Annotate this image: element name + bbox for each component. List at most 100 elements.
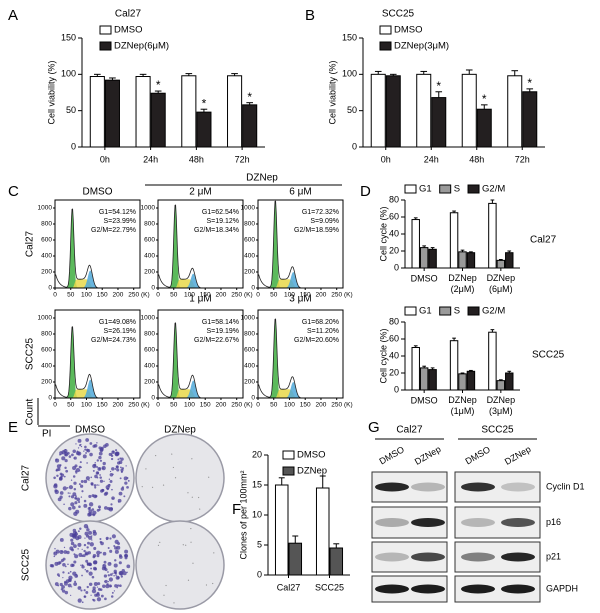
- colony: [117, 498, 122, 503]
- colony: [104, 506, 108, 510]
- colony: [86, 528, 90, 532]
- colony: [75, 495, 77, 498]
- x-tick-label-line: (3μM): [489, 406, 513, 416]
- x-tick-label: 250: [231, 292, 242, 299]
- error-bar: [422, 245, 427, 248]
- blot-band: [461, 584, 495, 594]
- bar: [419, 367, 429, 391]
- error-bar: [413, 217, 418, 220]
- error-bar: [231, 73, 238, 76]
- phase-stat: G1=62.54%: [202, 209, 239, 216]
- colony: [53, 555, 56, 558]
- plot-frame: [54, 199, 141, 289]
- bar: [466, 370, 476, 391]
- error-bar: [200, 108, 208, 113]
- colony: [63, 503, 65, 506]
- y-axis-label: Count: [25, 398, 36, 425]
- colony: [77, 535, 82, 540]
- colony: [102, 551, 107, 556]
- x-tick-label: DZNep (3μM): [487, 395, 516, 416]
- colony: [182, 544, 184, 546]
- y-tick-label: 1000: [38, 315, 53, 322]
- x-tick-label: 100: [81, 402, 92, 409]
- bar: [411, 219, 420, 269]
- bar: [488, 331, 497, 391]
- legend-swatch: [467, 306, 480, 316]
- histogram-area: [258, 389, 343, 398]
- histogram-area: [158, 205, 243, 288]
- bar: [466, 252, 476, 269]
- colony: [83, 595, 86, 598]
- colony: [77, 530, 80, 533]
- colony: [80, 479, 84, 484]
- bar: [458, 373, 467, 391]
- x-tick-label: 50: [67, 402, 75, 409]
- colony: [81, 601, 84, 604]
- colony: [111, 467, 115, 471]
- colony: [67, 583, 72, 588]
- colony: [98, 484, 100, 486]
- colony: [71, 586, 73, 588]
- error-bar: [498, 379, 503, 381]
- bar: [496, 259, 506, 269]
- colony: [119, 457, 122, 460]
- y-tick-label: 800: [41, 221, 52, 228]
- x-tick-label: DZNep (6μM): [487, 273, 516, 294]
- bar: [150, 92, 166, 148]
- colony: [83, 503, 88, 508]
- colony: [69, 532, 74, 537]
- colony: [88, 502, 94, 507]
- colony: [70, 541, 75, 546]
- legend-label: S: [454, 184, 460, 195]
- colony: [90, 482, 94, 486]
- x-tick-label-line: DZNep: [487, 273, 516, 283]
- y-tick-label: 100: [61, 69, 76, 79]
- colony: [163, 594, 165, 596]
- legend-label: DMSO: [297, 450, 326, 461]
- colony: [89, 542, 94, 547]
- phase-stat: G1=72.32%: [302, 209, 339, 216]
- x-tick-label: 0h: [381, 154, 391, 164]
- error-bar: [435, 91, 443, 98]
- x-tick-label: Cal27: [277, 582, 301, 592]
- colony: [88, 582, 93, 587]
- colony: [92, 469, 95, 472]
- colony: [109, 573, 113, 576]
- colony: [75, 509, 80, 514]
- colony: [151, 486, 154, 488]
- colony: [96, 484, 98, 486]
- bar: [449, 212, 459, 269]
- legend-swatch: [439, 184, 452, 194]
- y-tick-label: 400: [144, 363, 155, 370]
- x-tick-label: 50: [170, 402, 178, 409]
- colony: [74, 580, 77, 583]
- colony: [85, 569, 89, 573]
- blot-band: [411, 552, 445, 562]
- x-tick-label: 50: [270, 402, 278, 409]
- colony: [62, 571, 65, 574]
- blot-band: [375, 584, 409, 594]
- treatment-label: DZNep: [246, 173, 278, 184]
- legend-swatch: [282, 466, 295, 476]
- x-axis-label: PI: [42, 429, 51, 440]
- blot-band: [375, 552, 409, 562]
- error-bar: [465, 69, 473, 75]
- column-label: DZNep: [164, 425, 196, 436]
- colony: [62, 557, 66, 561]
- colony: [78, 505, 81, 508]
- bar: [181, 75, 197, 148]
- y-tick-label: 400: [244, 253, 255, 260]
- y-tick-label: 800: [244, 221, 255, 228]
- bar: [505, 372, 514, 391]
- x-tick-label: 72h: [515, 154, 530, 164]
- colony: [99, 551, 102, 554]
- error-bar: [480, 104, 488, 110]
- bar: [505, 252, 514, 269]
- colony: [121, 568, 125, 573]
- colony: [90, 567, 93, 570]
- y-axis-label: Cell cycle (%): [378, 328, 388, 383]
- y-tick-label: 600: [41, 347, 52, 354]
- x-tick-label: 150: [200, 292, 211, 299]
- x-tick-label: 0: [156, 292, 160, 299]
- y-tick-label: 200: [244, 379, 255, 386]
